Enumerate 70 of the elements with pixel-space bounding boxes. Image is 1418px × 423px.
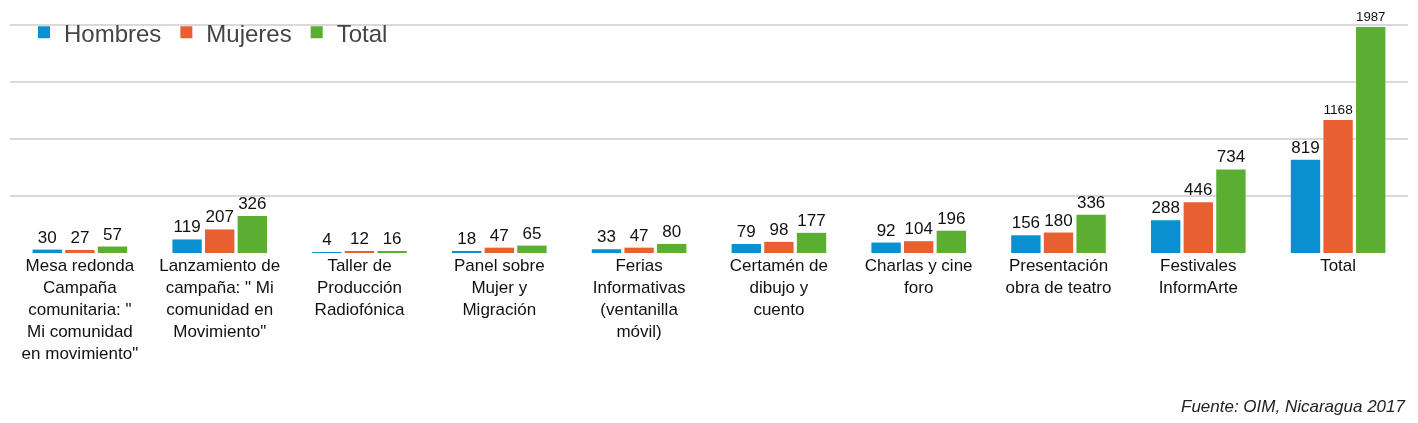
- data-label: 819: [1291, 137, 1320, 157]
- bar: [1043, 232, 1074, 253]
- legend-label: Hombres: [63, 19, 162, 47]
- data-label: 104: [904, 219, 933, 239]
- bar: [936, 230, 966, 253]
- data-label: 180: [1044, 210, 1073, 230]
- data-label: 47: [629, 225, 649, 245]
- data-label: 1987: [1356, 8, 1386, 24]
- data-label: 33: [597, 227, 616, 247]
- bar: [1356, 26, 1386, 253]
- data-label: 207: [205, 207, 234, 227]
- data-label: 18: [457, 228, 477, 248]
- bar: [796, 232, 827, 253]
- data-label: 446: [1184, 180, 1213, 200]
- data-label: 47: [489, 225, 509, 245]
- x-tick-label: Lanzamiento de campaña: " Mi comunidad en Movimiento": [159, 256, 281, 342]
- data-label: 65: [522, 223, 542, 243]
- x-tick-label: Charlas y cine foro: [864, 256, 973, 298]
- bar: [657, 243, 687, 253]
- bar: [871, 242, 901, 253]
- data-label: 16: [382, 229, 402, 248]
- bar: [172, 239, 202, 253]
- data-label: 4: [322, 230, 332, 249]
- bar: [731, 244, 761, 253]
- bar: [1216, 169, 1246, 253]
- x-tick-label: Ferias Informativas (ventanilla móvil): [592, 256, 686, 342]
- data-label: 156: [1011, 213, 1041, 233]
- bar: [97, 246, 128, 253]
- bar: [1290, 159, 1321, 253]
- data-label: 27: [70, 227, 90, 247]
- x-tick-label: Festivales InformArte: [1158, 256, 1238, 298]
- x-tick-label: Certamén de dibujo y cuento: [729, 256, 829, 320]
- bar: [624, 247, 654, 253]
- data-label: 1168: [1323, 101, 1353, 117]
- legend-label: Total: [336, 19, 388, 47]
- bar: [517, 245, 547, 253]
- bar: [237, 215, 267, 253]
- data-label: 79: [736, 222, 756, 242]
- bar: [452, 250, 482, 253]
- x-tick-label: Taller de Producción Radiofónica: [314, 256, 405, 320]
- data-label: 119: [173, 217, 201, 237]
- x-tick-label: Mesa redonda Campaña comunitaria: " Mi comunidad en movimiento": [21, 256, 139, 364]
- data-label: 196: [937, 208, 966, 228]
- bar: [1151, 220, 1181, 253]
- x-tick-label: Panel sobre Mujer y Migración: [453, 256, 545, 320]
- bar: [1183, 202, 1213, 253]
- bar: [65, 249, 95, 253]
- source-note: Fuente: OIM, Nicaragua 2017: [1181, 397, 1406, 416]
- data-label: 288: [1151, 198, 1180, 218]
- data-label: 98: [769, 219, 789, 239]
- bar: [484, 247, 514, 253]
- legend-label: Mujeres: [206, 19, 292, 47]
- x-tick-label: Total: [1320, 256, 1357, 275]
- data-label: 336: [1076, 192, 1106, 212]
- bar: [205, 229, 235, 253]
- data-label: 57: [103, 224, 122, 244]
- data-label: 30: [37, 227, 57, 247]
- data-label: 734: [1216, 147, 1246, 167]
- data-label: 12: [350, 229, 369, 248]
- bar: [591, 249, 622, 253]
- data-label: 80: [662, 221, 682, 241]
- bar: [1011, 235, 1041, 253]
- bar: [1076, 214, 1106, 253]
- x-tick-label: Presentación obra de teatro: [1005, 256, 1112, 298]
- bar: [1323, 120, 1353, 253]
- bar: [904, 241, 934, 253]
- data-label: 177: [797, 210, 826, 230]
- data-label: 92: [876, 220, 896, 240]
- data-label: 326: [238, 193, 267, 213]
- bar: [764, 241, 794, 253]
